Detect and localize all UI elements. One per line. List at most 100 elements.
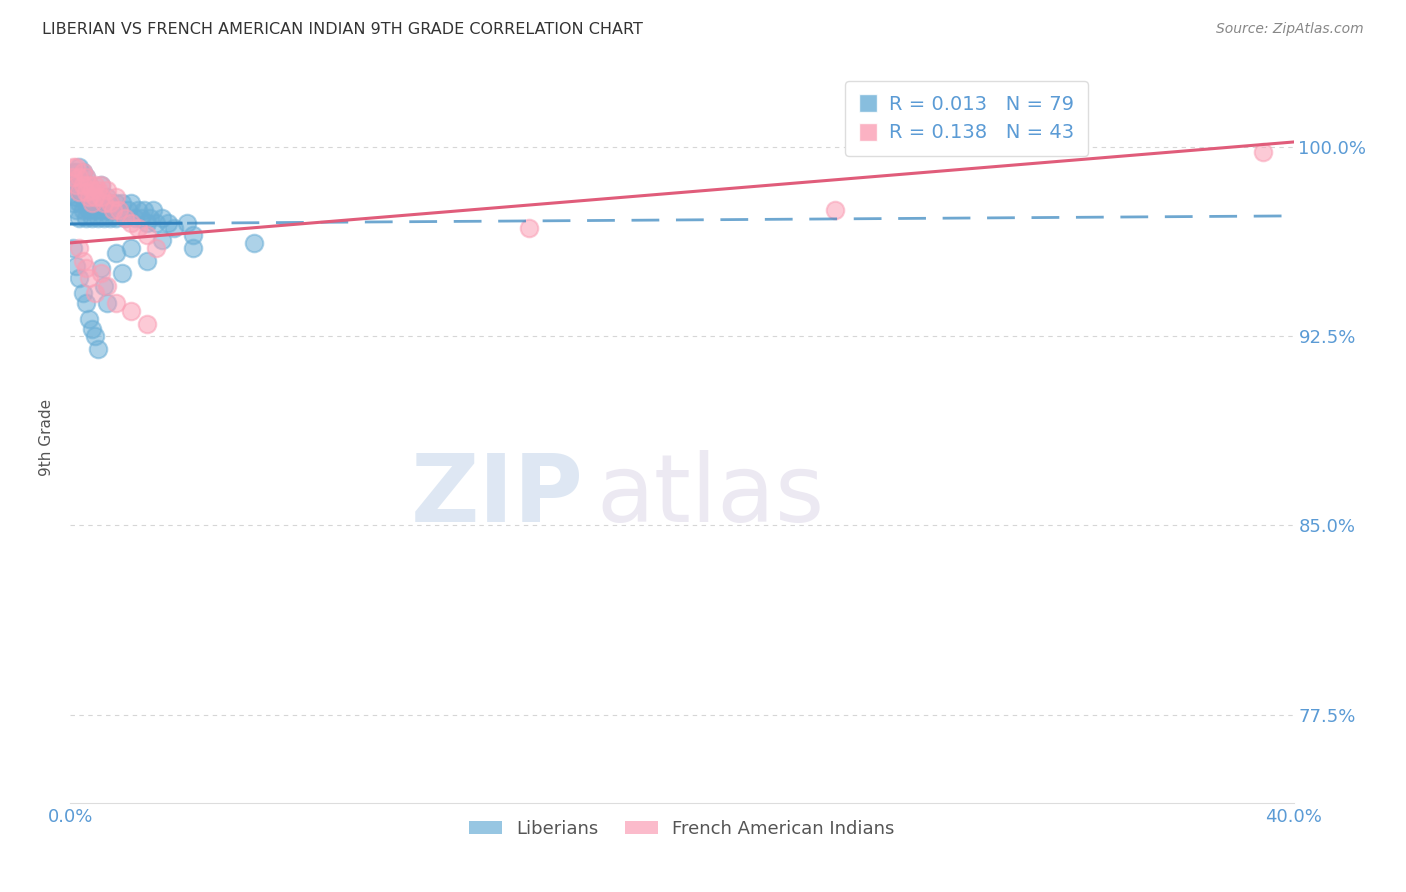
Point [72,178,94,192]
Point [150,211,173,225]
Point [98,211,121,225]
Point [83,203,105,218]
Point [824,203,846,218]
Point [243,235,266,250]
Point [108,203,131,218]
Point [72,286,94,301]
Point [117,203,139,218]
Point [129,211,152,225]
Point [69,241,91,255]
Point [108,203,131,218]
Point [69,160,91,174]
Point [93,211,115,225]
Point [139,211,162,225]
Point [111,195,134,210]
Point [93,195,115,210]
Point [157,216,180,230]
Point [62,160,84,174]
Point [87,195,110,210]
Text: atlas: atlas [596,450,824,541]
Text: ZIP: ZIP [411,450,583,541]
Point [72,165,94,179]
Point [176,216,198,230]
Point [127,220,149,235]
Point [114,211,136,225]
Point [90,190,112,204]
Point [181,241,204,255]
Point [121,304,143,318]
Point [77,178,100,192]
Point [75,170,97,185]
Point [101,203,124,218]
Point [105,190,128,204]
Point [80,195,103,210]
Point [65,203,87,218]
Y-axis label: 9th Grade: 9th Grade [39,399,55,475]
Point [517,220,540,235]
Point [72,190,94,204]
Point [80,183,103,197]
Point [96,296,118,310]
Point [65,190,87,204]
Point [75,170,97,185]
Point [121,216,143,230]
Point [65,178,87,192]
Point [145,216,167,230]
Point [83,178,105,192]
Point [105,195,128,210]
Point [127,203,149,218]
Point [72,203,94,218]
Point [69,211,91,225]
Point [69,183,91,197]
Point [75,296,97,310]
Point [62,178,84,192]
Point [80,195,103,210]
Text: Source: ZipAtlas.com: Source: ZipAtlas.com [1216,22,1364,37]
Point [83,329,105,343]
Point [72,178,94,192]
Point [124,211,146,225]
Point [80,321,103,335]
Point [96,203,118,218]
Point [105,211,128,225]
Point [77,271,100,285]
Point [62,241,84,255]
Point [145,241,167,255]
Point [75,183,97,197]
Point [121,241,143,255]
Point [114,211,136,225]
Point [77,190,100,204]
Point [98,195,121,210]
Point [80,211,103,225]
Point [65,259,87,273]
Text: LIBERIAN VS FRENCH AMERICAN INDIAN 9TH GRADE CORRELATION CHART: LIBERIAN VS FRENCH AMERICAN INDIAN 9TH G… [42,22,643,37]
Point [83,190,105,204]
Point [90,266,112,280]
Point [135,228,157,243]
Point [135,216,157,230]
Point [65,178,87,192]
Point [62,170,84,185]
Point [90,178,112,192]
Point [72,165,94,179]
Point [75,186,97,200]
Point [75,261,97,276]
Point [69,170,91,185]
Point [90,178,112,192]
Point [80,183,103,197]
Point [69,195,91,210]
Point [105,296,128,310]
Point [90,203,112,218]
Point [62,195,84,210]
Point [69,170,91,185]
Point [77,190,100,204]
Point [69,186,91,200]
Point [87,211,110,225]
Legend: Liberians, French American Indians: Liberians, French American Indians [463,813,901,845]
Point [163,220,186,235]
Point [83,190,105,204]
Point [96,190,118,204]
Point [101,203,124,218]
Point [69,271,91,285]
Point [75,211,97,225]
